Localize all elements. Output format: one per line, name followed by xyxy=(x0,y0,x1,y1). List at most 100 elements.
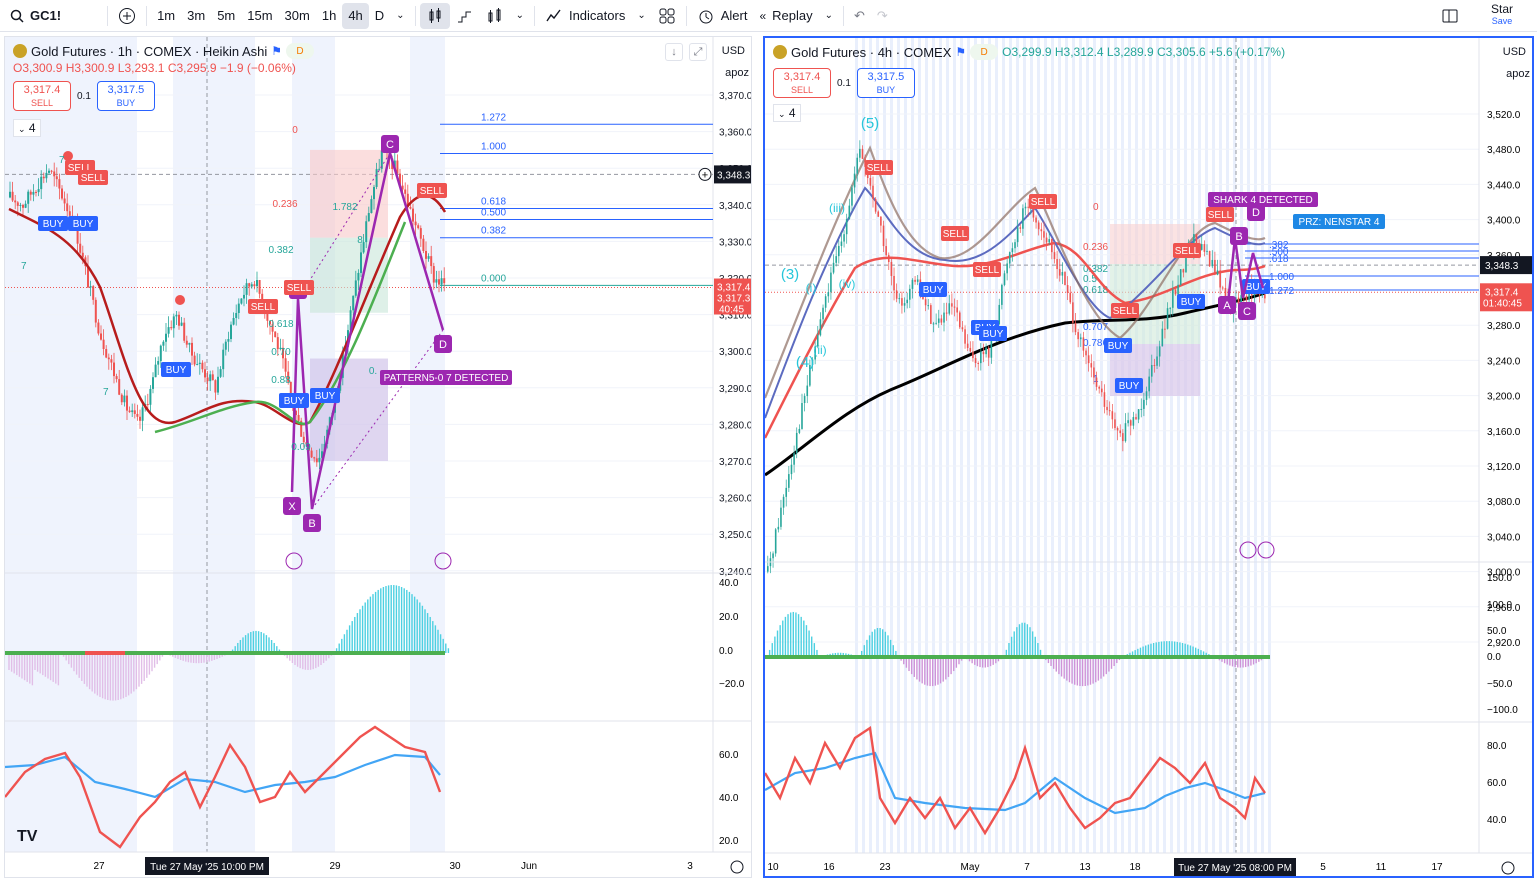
candle-body xyxy=(123,395,126,403)
session-stripe xyxy=(1093,38,1096,853)
session-stripe xyxy=(904,38,907,853)
layouts-button[interactable] xyxy=(652,3,682,29)
buy-price: 3,317.5 xyxy=(867,71,905,83)
divider xyxy=(843,5,844,26)
candle-body xyxy=(162,341,165,346)
candle-body xyxy=(45,172,48,179)
replay-marker-icon xyxy=(1239,541,1257,559)
candle-body xyxy=(1019,227,1022,229)
sell-button[interactable]: 3,317.4 SELL xyxy=(773,68,831,98)
chart-canvas-4h[interactable]: 3,520.03,480.03,440.03,400.03,360.03,320… xyxy=(765,38,1534,878)
candle-body xyxy=(1119,430,1122,434)
harmonic-diagonal xyxy=(311,329,444,510)
candle-body xyxy=(92,286,95,300)
candle-body xyxy=(1182,269,1185,273)
fib-ratio-label: 0.70 xyxy=(271,347,291,358)
pane-controls: ↓ ⤢ xyxy=(665,43,707,61)
indicators-dropdown[interactable]: ⌄ xyxy=(631,3,651,29)
session-stripe xyxy=(1184,38,1187,853)
chart-title[interactable]: Gold Futures · 4h · COMEX xyxy=(791,44,952,60)
candle-body xyxy=(204,369,206,378)
interval-D[interactable]: D xyxy=(374,8,385,23)
interval-1m[interactable]: 1m xyxy=(157,8,176,23)
chart-type-button[interactable] xyxy=(419,2,450,29)
chart-type-dropdown[interactable]: ⌄ xyxy=(510,3,530,29)
candle-body xyxy=(935,322,937,324)
indicators-collapse[interactable]: ⌄ 4 xyxy=(13,119,41,137)
interval-3m[interactable]: 3m xyxy=(187,8,206,23)
chart-canvas-1h[interactable]: 3,370.03,360.03,350.03,340.03,330.03,320… xyxy=(5,37,752,878)
candle-body xyxy=(801,403,803,429)
alert-button[interactable]: Alert xyxy=(691,3,754,29)
price-tick: 3,300.0 xyxy=(719,347,752,358)
chart-title[interactable]: Gold Futures · 1h · COMEX · Heikin Ashi xyxy=(31,43,268,59)
candle-body xyxy=(14,200,17,203)
last-price-bg xyxy=(714,278,751,315)
time-crosshair: Tue 27 May '25 08:00 PM xyxy=(1178,863,1292,874)
candle-body xyxy=(19,204,22,206)
interval-5m[interactable]: 5m xyxy=(217,8,236,23)
buy-signal: BUY xyxy=(1119,381,1140,392)
maximize-icon[interactable]: ⤢ xyxy=(689,43,707,61)
interval-15m[interactable]: 15m xyxy=(247,8,273,23)
layout-toggle-button[interactable] xyxy=(1435,3,1465,29)
flag-icon[interactable]: ⚑ xyxy=(955,45,967,59)
price-tick: 3,240.0 xyxy=(1487,356,1521,367)
alarm-clock-icon xyxy=(699,10,713,23)
candle-body xyxy=(222,349,225,370)
session-stripe xyxy=(1065,38,1068,853)
crosshair-price-bg xyxy=(714,165,751,184)
rsi-tick: 60.0 xyxy=(719,750,739,761)
session-stripe xyxy=(1107,38,1110,853)
candle-body xyxy=(835,256,837,263)
session-stripe xyxy=(918,38,921,853)
candle-body xyxy=(827,292,830,297)
flag-icon[interactable]: ⚑ xyxy=(271,44,283,58)
candle-body xyxy=(378,168,381,170)
candle-body xyxy=(232,317,235,325)
candle-body xyxy=(785,487,788,497)
buy-button[interactable]: 3,317.5 BUY xyxy=(96,81,155,111)
chart-pane-4h[interactable]: 3,520.03,480.03,440.03,400.03,360.03,320… xyxy=(763,36,1534,878)
candle-body xyxy=(1035,217,1037,223)
bar-chart-button[interactable] xyxy=(480,3,510,29)
indicators-collapse[interactable]: ⌄ 4 xyxy=(773,104,801,122)
buy-signal: BUY xyxy=(983,329,1004,340)
interval-dropdown[interactable]: ⌄ xyxy=(390,3,410,29)
sell-button[interactable]: 3,317.4 SELL xyxy=(13,81,71,111)
star-save-button[interactable]: Star Save xyxy=(1491,3,1513,27)
candle-body xyxy=(412,208,414,222)
candle-body xyxy=(830,272,832,293)
symbol-search[interactable]: GC1! xyxy=(4,3,67,29)
candle-body xyxy=(68,211,71,216)
currency-label[interactable]: USD xyxy=(1502,46,1526,58)
interval-1h[interactable]: 1h xyxy=(321,8,337,23)
candle-body xyxy=(16,202,19,206)
buy-signal: BUY xyxy=(923,285,944,296)
indicators-button[interactable]: Indicators xyxy=(539,3,631,29)
high-value: H3,312.4 xyxy=(1054,45,1104,59)
candle-body xyxy=(1103,392,1106,407)
candle-body xyxy=(795,432,798,454)
currency-label[interactable]: USD xyxy=(721,45,745,57)
session-stripe xyxy=(1226,38,1229,853)
split-panel-icon xyxy=(1442,9,1458,22)
wave-label: (3) xyxy=(781,266,799,283)
undo-button[interactable]: ↶ xyxy=(848,3,871,29)
interval-4h[interactable]: 4h xyxy=(342,2,369,29)
interval-30m[interactable]: 30m xyxy=(284,8,310,23)
line-chart-button[interactable] xyxy=(450,3,480,29)
download-icon[interactable]: ↓ xyxy=(665,43,683,61)
buy-button[interactable]: 3,317.5 BUY xyxy=(856,68,915,98)
bolt-marker-icon xyxy=(1257,541,1275,559)
redo-button[interactable]: ↷ xyxy=(871,3,894,29)
sell-signal: SELL xyxy=(1113,306,1138,317)
candle-body xyxy=(1158,346,1161,357)
compare-button[interactable] xyxy=(112,3,142,29)
sell-signal: SELL xyxy=(81,173,106,184)
chart-pane-1h[interactable]: 3,370.03,360.03,350.03,340.03,330.03,320… xyxy=(4,36,752,878)
candle-body xyxy=(107,357,110,360)
replay-dropdown[interactable]: ⌄ xyxy=(819,3,839,29)
replay-button[interactable]: « Replay xyxy=(753,3,818,29)
count-label: 7 xyxy=(59,155,65,166)
